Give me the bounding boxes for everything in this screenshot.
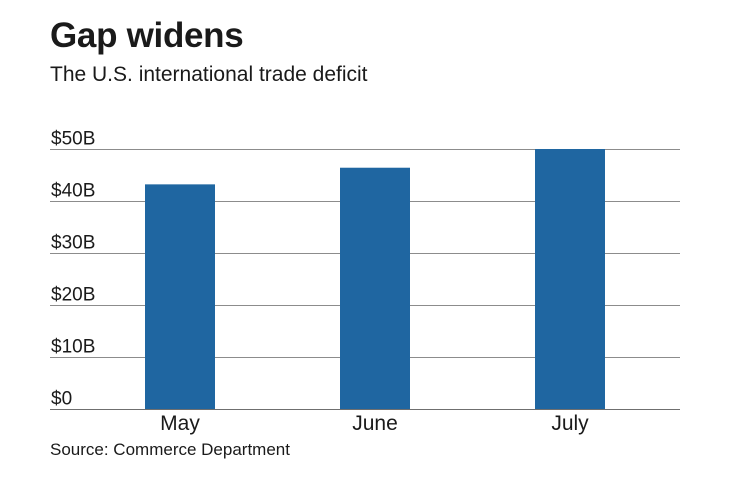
bar-july [535, 149, 605, 409]
y-axis-tick-labels: $0 $10B $20B $30B $40B $50B [51, 129, 95, 410]
y-tick-label: $20B [51, 285, 95, 306]
y-tick-label: $10B [51, 337, 95, 358]
y-tick-label: $50B [51, 129, 95, 150]
y-tick-label: $30B [51, 233, 95, 254]
y-tick-label: $40B [51, 181, 95, 202]
x-category-label: July [551, 412, 589, 435]
bar-june [340, 167, 410, 409]
x-axis-category-labels: May June July [160, 412, 589, 435]
source-note: Source: Commerce Department [50, 440, 290, 459]
bars [145, 149, 605, 409]
x-category-label: May [160, 412, 200, 435]
y-tick-label: $0 [51, 389, 72, 410]
bar-may [145, 184, 215, 409]
chart-title: Gap widens [50, 16, 244, 55]
x-category-label: June [352, 412, 398, 435]
chart-subtitle: The U.S. international trade deficit [50, 63, 368, 86]
